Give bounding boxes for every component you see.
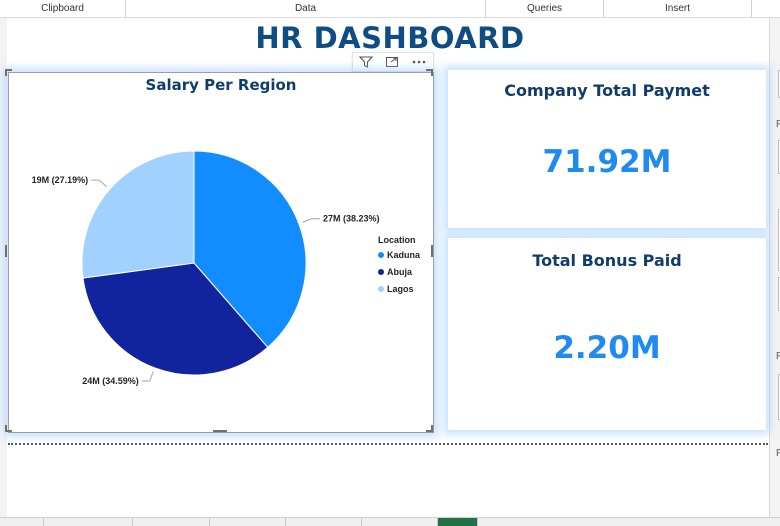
ribbon-group-clipboard: Clipboard [0,0,126,17]
focus-mode-icon[interactable] [385,56,399,68]
resize-handle[interactable] [5,245,7,257]
legend-item-kaduna[interactable]: Kaduna [387,250,421,260]
page-nav-tab[interactable] [0,518,44,526]
ribbon-group-label: Data [294,3,317,14]
pane-field[interactable] [778,70,780,98]
dashboard-title: HR DASHBOARD [255,21,525,55]
bonus-paid-card[interactable]: Total Bonus Paid 2.20M [448,238,766,430]
data-label-leader [141,371,154,382]
resize-handle[interactable] [5,69,7,76]
kpi-value: 2.20M [553,330,661,366]
salary-per-region-visual[interactable]: Salary Per Region 27M (38.23%) 24M (34.59… [8,72,434,433]
more-options-icon[interactable] [411,56,427,68]
resize-handle[interactable] [5,69,12,71]
page-tab[interactable] [362,518,438,526]
page-tab-active[interactable] [438,518,478,526]
resize-handle[interactable] [431,425,433,432]
resize-handle[interactable] [5,430,12,432]
legend-item-abuja[interactable]: Abuja [387,267,413,277]
ribbon-group-label: Clipboard [41,3,84,14]
page-tabs-bar [0,517,780,526]
resize-handle[interactable] [431,245,433,257]
ribbon-group-labels: Clipboard Data Queries Insert [0,0,780,18]
resize-handle[interactable] [213,430,227,432]
resize-handle[interactable] [426,430,433,432]
kpi-value: 71.92M [542,144,672,180]
legend-item-lagos[interactable]: Lagos [387,284,414,294]
pane-field[interactable] [778,140,780,174]
pie-slice-kaduna[interactable] [193,150,307,349]
data-label-leader [302,218,320,223]
total-payment-card[interactable]: Company Total Paymet 71.92M [448,70,766,228]
pie-slice-lagos[interactable] [81,150,195,279]
ribbon-group-data: Data [126,0,486,17]
pane-label: F [776,119,780,130]
ribbon-group-label: Insert [664,3,690,14]
page-tab[interactable] [286,518,362,526]
resize-handle[interactable] [431,69,433,76]
pie-slice-abuja[interactable] [82,262,269,376]
page-tab[interactable] [210,518,286,526]
kpi-title: Company Total Paymet [504,81,710,100]
legend-marker-abuja [378,269,384,275]
legend-title: Location [378,235,416,245]
data-label-leader [91,179,107,188]
pane-field[interactable] [778,374,780,420]
pane-field[interactable] [778,209,780,271]
page-tab[interactable] [133,518,210,526]
right-side-pane[interactable]: F F F [769,18,780,518]
legend-marker-lagos [378,286,384,292]
page-boundary-line [8,443,768,445]
ribbon-group-queries: Queries [486,0,604,17]
data-label-abuja: 24M (34.59%) [82,376,139,386]
resize-handle[interactable] [426,69,433,71]
data-label-kaduna: 27M (38.23%) [323,214,380,224]
pane-field[interactable] [778,277,780,311]
legend-marker-kaduna [378,252,384,258]
visual-header-toolbar [352,52,434,72]
resize-handle[interactable] [5,425,7,432]
chart-title: Salary Per Region [146,76,297,94]
ribbon-group-insert: Insert [604,0,752,17]
pie-chart: Salary Per Region 27M (38.23%) 24M (34.59… [32,76,421,386]
data-label-lagos: 19M (27.19%) [32,175,89,185]
ribbon-group-label: Queries [526,3,562,14]
kpi-title: Total Bonus Paid [532,251,682,270]
pane-label: F [776,448,780,459]
pane-label: F [776,351,780,362]
page-tab[interactable] [44,518,133,526]
filter-icon[interactable] [359,56,373,68]
